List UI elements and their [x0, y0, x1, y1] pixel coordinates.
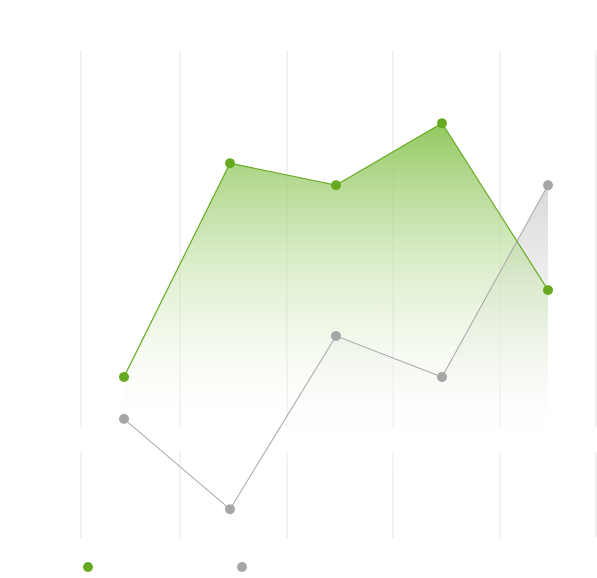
point	[225, 158, 235, 169]
legend-marker	[237, 562, 247, 572]
point	[225, 504, 235, 515]
point	[331, 180, 341, 191]
point	[331, 330, 341, 341]
point	[119, 371, 129, 382]
point	[119, 413, 129, 424]
point	[437, 118, 447, 129]
point	[437, 371, 447, 382]
point	[543, 180, 553, 191]
legend-marker	[83, 562, 93, 572]
point	[543, 285, 553, 296]
area	[124, 123, 548, 485]
